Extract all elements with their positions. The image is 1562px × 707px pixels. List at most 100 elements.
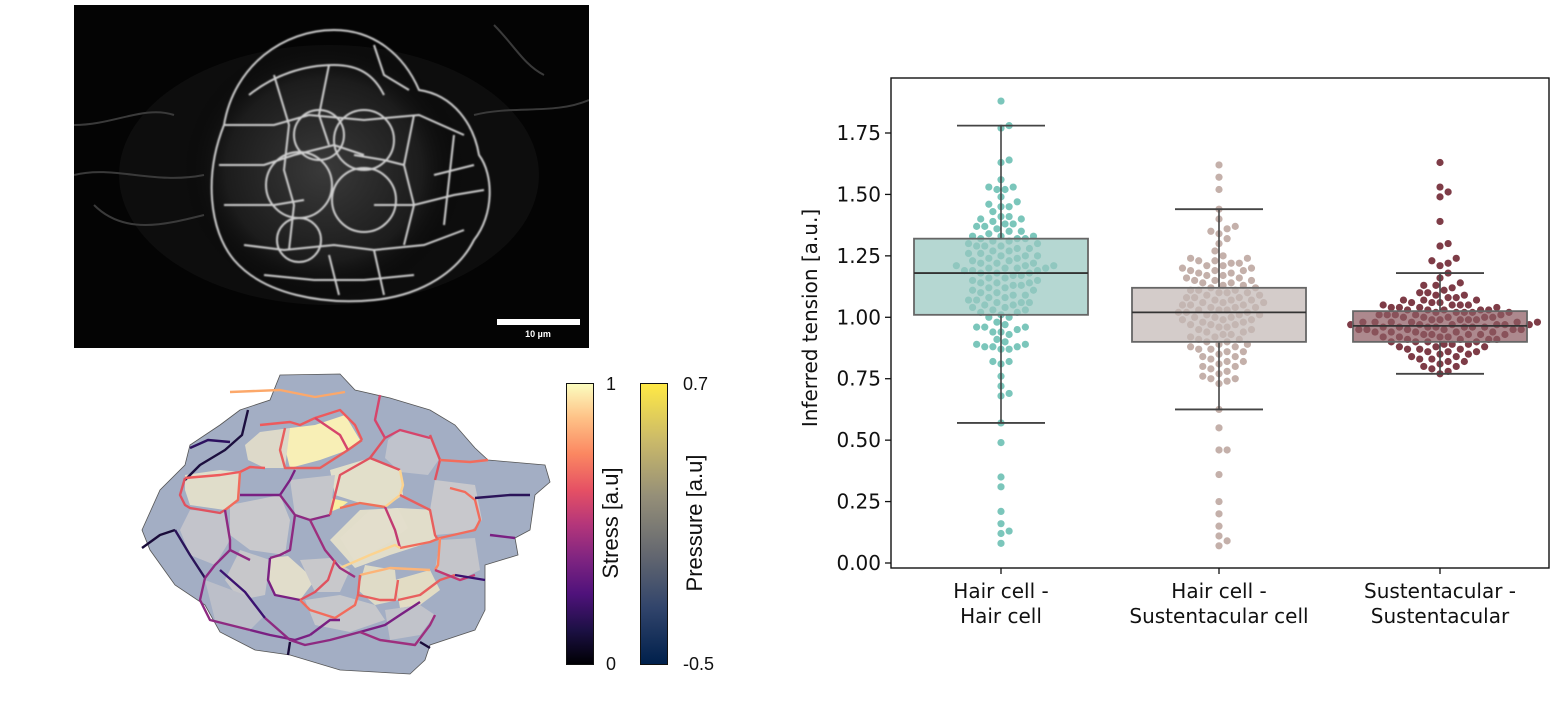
swarm-point xyxy=(989,328,997,336)
microscopy-image: 10 µm xyxy=(74,5,589,348)
swarm-point xyxy=(1195,269,1203,277)
pressure-colorbar-label: Pressure [a.u] xyxy=(682,454,707,592)
swarm-point xyxy=(1001,185,1009,194)
swarm-point xyxy=(1227,259,1235,267)
swarm-point xyxy=(1436,262,1444,270)
swarm-point xyxy=(1444,348,1452,356)
swarm-point xyxy=(993,318,1001,326)
swarm-point xyxy=(1235,274,1243,282)
swarm-point xyxy=(1444,294,1452,302)
swarm-point xyxy=(1005,156,1013,164)
swarm-point xyxy=(1444,188,1452,196)
swarm-point xyxy=(1215,532,1223,540)
swarm-point xyxy=(1472,348,1481,356)
swarm-point xyxy=(1239,348,1247,356)
swarm-point xyxy=(1428,298,1436,307)
swarm-point xyxy=(989,343,997,351)
swarm-point xyxy=(1005,227,1013,235)
box-group-3 xyxy=(1352,272,1528,375)
swarm-point xyxy=(1420,362,1428,371)
swarm-point xyxy=(997,507,1005,515)
swarm-point xyxy=(1215,497,1223,506)
swarm-point xyxy=(1416,303,1424,312)
swarm-point xyxy=(1017,227,1025,235)
swarm-point xyxy=(1199,353,1207,361)
swarm-point xyxy=(1186,267,1195,275)
swarm-point xyxy=(1432,281,1440,289)
stress-colorbar-min: 0 xyxy=(606,654,617,674)
swarm-point xyxy=(1203,262,1211,270)
swarm-point xyxy=(1223,357,1231,366)
swarm-point xyxy=(1432,343,1440,351)
swarm-point xyxy=(1444,357,1452,366)
y-tick-label: 1.75 xyxy=(836,121,881,145)
swarm-point xyxy=(1407,298,1416,307)
swarm-point xyxy=(1416,355,1424,363)
swarm-point xyxy=(1399,296,1408,304)
swarm-point xyxy=(1009,220,1017,228)
swarm-point xyxy=(1231,375,1239,383)
swarm-point xyxy=(1223,537,1231,545)
box-group-1 xyxy=(913,124,1089,424)
x-tick-label-line1: Hair cell - xyxy=(953,579,1048,603)
cell-edges xyxy=(141,388,530,656)
swarm-point xyxy=(1231,362,1239,371)
swarm-point xyxy=(997,97,1005,105)
swarm-point xyxy=(1223,367,1231,375)
swarm-point xyxy=(973,340,981,348)
swarm-point xyxy=(977,215,985,223)
x-tick-label-line2: Hair cell xyxy=(960,604,1042,628)
swarm-point xyxy=(1227,269,1235,277)
swarm-point xyxy=(1186,254,1195,262)
swarm-point xyxy=(1444,239,1452,248)
swarm-point xyxy=(1436,217,1444,226)
swarm-point xyxy=(1199,279,1207,287)
swarm-point xyxy=(1243,254,1252,262)
swarm-point xyxy=(973,222,981,230)
box-iqr xyxy=(913,237,1089,316)
box-iqr xyxy=(1131,286,1307,343)
swarm-point xyxy=(1211,276,1219,285)
swarm-point xyxy=(997,483,1005,491)
swarm-point xyxy=(1231,343,1239,351)
swarm-series-2 xyxy=(1174,161,1268,550)
y-tick-label: 0.75 xyxy=(836,367,881,391)
swarm-point xyxy=(1448,284,1456,292)
swarm-point xyxy=(1464,301,1473,309)
x-tick-label-line1: Sustentacular - xyxy=(1364,579,1516,603)
swarm-point xyxy=(1456,279,1464,287)
swarm-point xyxy=(1223,377,1231,385)
swarm-point xyxy=(1001,220,1009,228)
swarm-point xyxy=(1420,296,1428,304)
swarm-point xyxy=(985,183,993,191)
swarm-point xyxy=(1235,259,1243,267)
swarm-point xyxy=(1227,279,1235,287)
swarm-point xyxy=(1432,291,1440,299)
swarm-point xyxy=(1223,235,1231,243)
swarm-point xyxy=(1207,375,1215,383)
background-processes xyxy=(74,24,589,226)
swarm-point xyxy=(981,323,989,331)
swarm-point xyxy=(1005,212,1013,221)
swarm-point xyxy=(1199,372,1207,380)
swarm-point xyxy=(1005,203,1013,211)
swarm-point xyxy=(1215,446,1223,454)
swarm-point xyxy=(1215,424,1223,432)
swarm-point xyxy=(1195,257,1203,265)
swarm-point xyxy=(1005,389,1013,398)
swarm-point xyxy=(1191,276,1199,285)
swarm-point xyxy=(997,539,1005,547)
swarm-point xyxy=(1215,173,1223,181)
cell-membranes xyxy=(210,28,491,303)
swarm-point xyxy=(1017,215,1025,223)
swarm-point xyxy=(1219,252,1227,260)
x-tick-label-line2: Sustentacular xyxy=(1371,604,1510,628)
swarm-point xyxy=(1021,323,1029,331)
swarm-point xyxy=(981,343,989,351)
stress-colorbar-label: Stress [a.u] xyxy=(598,467,623,579)
swarm-point xyxy=(1013,198,1021,206)
swarm-point xyxy=(997,439,1005,447)
swarm-point xyxy=(1215,470,1223,479)
swarm-point xyxy=(1428,355,1436,363)
stress-colorbar-max: 1 xyxy=(606,374,617,394)
